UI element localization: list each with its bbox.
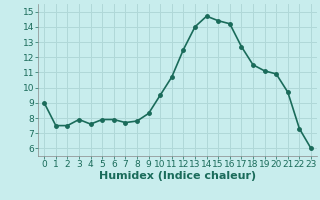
X-axis label: Humidex (Indice chaleur): Humidex (Indice chaleur) (99, 171, 256, 181)
